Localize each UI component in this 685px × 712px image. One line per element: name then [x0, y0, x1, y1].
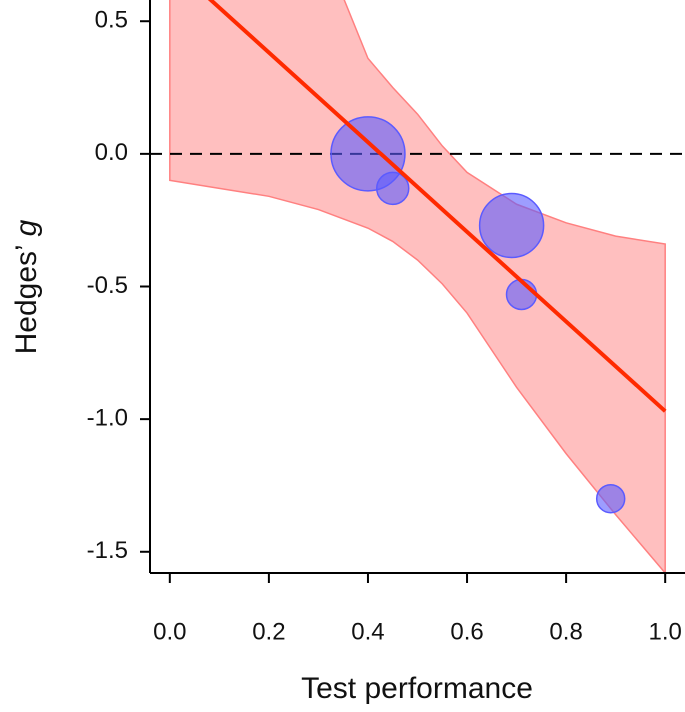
bubble — [505, 278, 538, 311]
plot-area — [150, 0, 685, 573]
x-tick-label: 1.0 — [648, 618, 681, 645]
y-tick-label: 0.0 — [95, 139, 128, 166]
x-tick-label: 0.2 — [252, 618, 285, 645]
y-axis-title-symbol: g — [10, 219, 43, 236]
x-tick-label: 0.6 — [450, 618, 483, 645]
fit-line — [207, 0, 667, 413]
y-tick-label: -1.5 — [87, 537, 128, 564]
bubble — [595, 483, 626, 514]
y-tick-label: -0.5 — [87, 272, 128, 299]
y-axis-title-text: Hedges’ — [10, 244, 43, 354]
bubble — [478, 192, 545, 259]
x-tick-label: 0.4 — [351, 618, 384, 645]
x-axis-title: Test performance — [301, 672, 533, 705]
x-tick-label: 0.0 — [153, 618, 186, 645]
x-tick-label: 0.8 — [549, 618, 582, 645]
y-tick-label: 0.5 — [95, 7, 128, 34]
y-tick-label: -1.0 — [87, 404, 128, 431]
y-axis-title: Hedges’ g — [10, 219, 43, 354]
bubble — [330, 116, 406, 192]
confidence-band — [169, 0, 666, 573]
bubble — [375, 171, 410, 206]
